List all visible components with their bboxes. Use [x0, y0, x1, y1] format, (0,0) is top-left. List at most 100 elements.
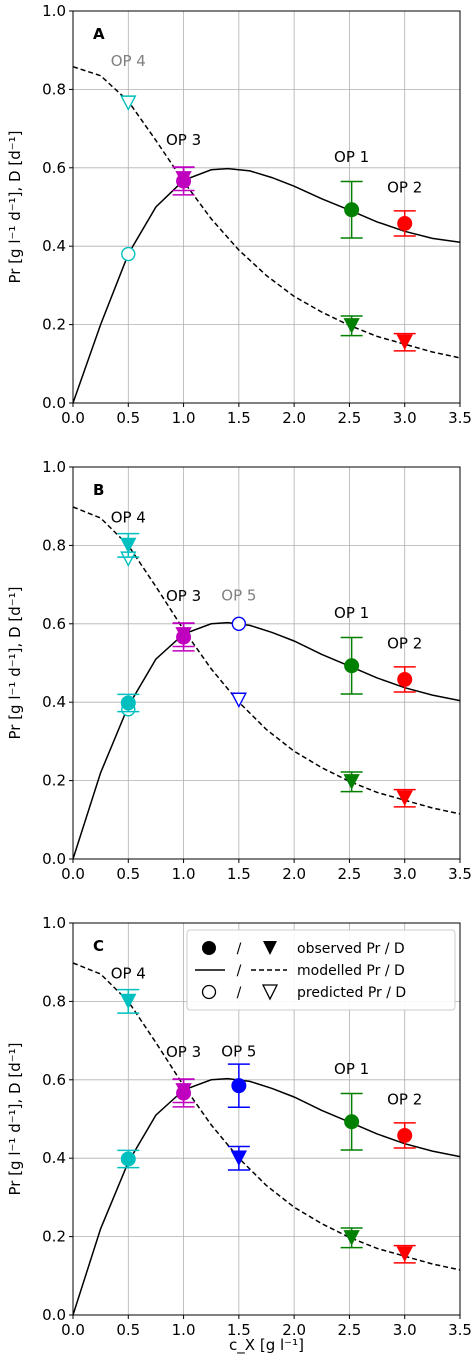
plot-frame	[72, 10, 461, 404]
x-tick-label: 1.0	[172, 409, 196, 427]
op4-d-point	[120, 537, 137, 554]
op1-label: OP 1	[334, 604, 369, 622]
y-axis-label: Pr [g l⁻¹ d⁻¹], D [d⁻¹]	[6, 1042, 24, 1195]
y-axis-label: Pr [g l⁻¹ d⁻¹], D [d⁻¹]	[6, 586, 24, 739]
y-tick-label: 1.0	[42, 2, 66, 20]
op1-pr-point	[344, 202, 360, 218]
x-tick-label: 0.0	[61, 409, 85, 427]
op2-label: OP 2	[387, 178, 422, 196]
x-tick-label: 3.5	[448, 409, 472, 427]
x-tick-label: 3.5	[448, 865, 472, 883]
x-tick-label: 3.5	[448, 1321, 472, 1339]
op4-pr-point	[120, 1151, 136, 1167]
panel-letter-b: B	[93, 481, 104, 499]
legend-observed-pr-symbol	[202, 941, 216, 955]
op1-d-point	[343, 1230, 360, 1246]
x-tick-label: 3.0	[393, 1321, 417, 1339]
op2-d-point	[396, 1246, 413, 1263]
op5-pr-predicted-point	[231, 616, 247, 631]
x-tick-label: 1.5	[227, 865, 251, 883]
op1-d-point	[343, 774, 360, 790]
x-axis-label: c_X [g l⁻¹]	[229, 1336, 304, 1355]
op5-d-point	[230, 1150, 248, 1167]
x-tick-label: 2.0	[282, 865, 306, 883]
op5-d-predicted-point	[230, 692, 248, 709]
legend-observed-d-symbol	[263, 941, 277, 955]
op2-label: OP 2	[387, 634, 422, 652]
x-tick-label: 2.5	[337, 1321, 361, 1339]
y-tick-label: 0.6	[42, 615, 66, 633]
legend-row-3-text: predicted Pr / D	[297, 985, 406, 1001]
op4-d-point	[120, 993, 137, 1010]
legend: / / / observed Pr / D modelled Pr / D predict…	[186, 929, 456, 1011]
legend-separator: /	[237, 963, 242, 979]
op2-pr-point	[397, 215, 413, 231]
op3-d-point	[175, 1083, 192, 1099]
x-tick-label: 1.5	[227, 409, 251, 427]
op3-label: OP 3	[166, 587, 201, 605]
modelled-pr-curve	[72, 621, 461, 860]
panel-b: OP 1 OP 2 OP 3 OP 4 OP 5 0.0 0.5 1.0 1.5 2.0 2.5 3.…	[6, 458, 472, 883]
panel-c: OP 1 OP 2 OP 3 OP 4 OP 5 0.0 0.5 1.0 1.5 2.0 2.5 3.…	[6, 914, 472, 1339]
x-tick-label: 1.0	[172, 865, 196, 883]
panel-letter-c: C	[93, 937, 104, 955]
op4-pr-predicted-point	[121, 246, 136, 262]
y-tick-label: 0.4	[42, 693, 66, 711]
op3-d-point	[175, 171, 192, 187]
op2-pr-point	[397, 671, 413, 687]
y-tick-label: 0.2	[42, 772, 66, 790]
op3-label: OP 3	[166, 131, 201, 149]
x-tick-label: 0.5	[116, 1321, 140, 1339]
op4-label: OP 4	[111, 52, 146, 70]
y-tick-label: 0.4	[42, 1149, 66, 1167]
y-tick-label: 0.8	[42, 80, 66, 98]
op2-d-point	[396, 334, 413, 351]
op1-d-point	[343, 318, 360, 334]
op3-d-point	[175, 627, 192, 643]
x-tick-label: 2.5	[337, 409, 361, 427]
legend-separator: /	[237, 985, 242, 1001]
plot-frame	[72, 922, 461, 1316]
y-tick-label: 0.6	[42, 1071, 66, 1089]
legend-row-2-text: modelled Pr / D	[297, 963, 405, 979]
x-tick-label: 0.0	[61, 865, 85, 883]
op1-label: OP 1	[334, 148, 369, 166]
y-tick-label: 0.2	[42, 1228, 66, 1246]
y-axis-label: Pr [g l⁻¹ d⁻¹], D [d⁻¹]	[6, 130, 24, 283]
modelled-d-curve	[72, 962, 461, 1271]
legend-row-1-text: observed Pr / D	[297, 941, 405, 957]
modelled-d-curve	[72, 506, 461, 815]
x-tick-label: 3.0	[393, 409, 417, 427]
y-tick-label: 0.0	[42, 1306, 66, 1324]
op4-label: OP 4	[111, 509, 146, 527]
x-tick-label: 2.0	[282, 1321, 306, 1339]
modelled-pr-curve	[72, 1077, 461, 1316]
x-tick-label: 1.5	[227, 1321, 251, 1339]
y-tick-label: 0.0	[42, 394, 66, 412]
op1-label: OP 1	[334, 1060, 369, 1078]
op2-d-point	[396, 790, 413, 807]
op1-pr-point	[344, 658, 360, 674]
y-tick-label: 0.8	[42, 536, 66, 554]
op5-pr-point	[231, 1078, 247, 1094]
y-tick-label: 0.2	[42, 316, 66, 334]
legend-separator: /	[237, 941, 242, 957]
y-tick-label: 1.0	[42, 458, 66, 476]
x-tick-label: 0.0	[61, 1321, 85, 1339]
op1-pr-point	[344, 1114, 360, 1130]
x-tick-label: 2.5	[337, 865, 361, 883]
y-tick-label: 1.0	[42, 914, 66, 932]
legend-box	[186, 929, 456, 1011]
modelled-d-curve	[72, 65, 461, 359]
x-tick-label: 1.0	[172, 1321, 196, 1339]
y-tick-label: 0.0	[42, 850, 66, 868]
x-tick-label: 0.5	[116, 409, 140, 427]
x-tick-label: 0.5	[116, 865, 140, 883]
plot-frame	[72, 466, 461, 860]
x-tick-label: 3.0	[393, 865, 417, 883]
y-tick-label: 0.6	[42, 159, 66, 177]
op5-label: OP 5	[221, 1042, 256, 1060]
legend-predicted-pr-symbol	[201, 984, 217, 1000]
op5-label: OP 5	[221, 586, 256, 604]
